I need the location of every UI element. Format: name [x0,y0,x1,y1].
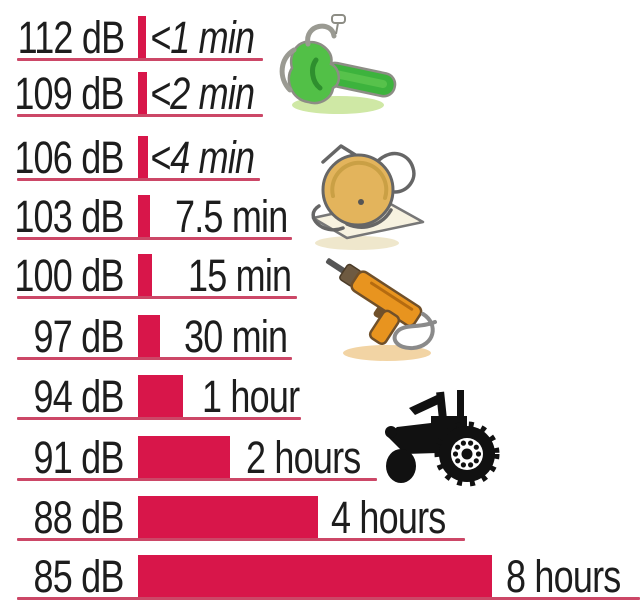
chart-row: 103 dB 7.5 min [0,178,640,240]
row-underline [17,178,260,181]
exposure-bar [138,16,146,58]
time-label: 2 hours [246,432,361,483]
chart-row: 91 dB 2 hours [0,419,640,481]
exposure-bar [138,436,230,478]
db-label: 88 dB [33,492,125,543]
db-label: 97 dB [33,311,125,362]
chart-row: 88 dB 4 hours [0,479,640,541]
exposure-bar [138,72,147,114]
db-label: 106 dB [14,132,125,183]
row-underline [17,538,465,541]
row-underline [17,597,640,600]
db-label: 109 dB [14,68,125,119]
time-label: <1 min [150,12,255,63]
circular-saw-icon [295,140,435,257]
db-label: 112 dB [17,12,124,63]
exposure-bar [138,375,183,417]
chainsaw-icon [276,12,402,121]
row-underline [17,58,263,61]
chart-row: 100 dB 15 min [0,237,640,299]
row-underline [17,478,377,481]
exposure-bar [138,195,150,237]
tractor-icon [381,388,503,493]
db-label: 85 dB [33,551,125,602]
chart-row: 106 dB <4 min [0,119,640,181]
chart-row: 94 dB 1 hour [0,358,640,420]
time-label: <4 min [150,132,255,183]
chart-row: 112 dB <1 min [0,0,640,61]
time-label: 7.5 min [175,191,288,242]
exposure-bar [138,315,160,357]
time-label: 4 hours [331,492,446,543]
exposure-bar [138,254,152,296]
exposure-bar [138,555,492,597]
db-label: 91 dB [33,432,125,483]
time-label: 30 min [184,311,288,362]
row-underline [17,296,297,299]
power-drill-icon [325,254,465,369]
exposure-bar [138,496,318,538]
db-label: 94 dB [33,371,125,422]
db-label: 103 dB [14,191,125,242]
time-label: 1 hour [202,371,300,422]
chart-row: 85 dB 8 hours [0,538,640,600]
time-label: 8 hours [506,551,621,602]
row-underline [17,114,263,117]
row-underline [17,237,292,240]
chart-row: 109 dB <2 min [0,55,640,117]
time-label: <2 min [150,68,255,119]
row-underline [17,417,301,420]
chart-row: 97 dB 30 min [0,298,640,360]
row-underline [17,357,292,360]
time-label: 15 min [188,250,292,301]
db-label: 100 dB [14,250,125,301]
exposure-bar [138,136,148,178]
